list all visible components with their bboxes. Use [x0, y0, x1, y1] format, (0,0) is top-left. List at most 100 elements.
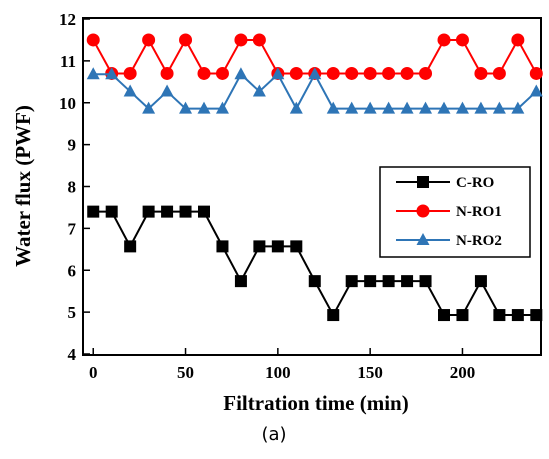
x-tick-label: 100 — [265, 363, 291, 382]
data-point-n-ro2 — [511, 101, 525, 114]
x-tick-label: 200 — [450, 363, 476, 382]
y-tick-label: 9 — [68, 136, 77, 155]
y-tick-label: 8 — [68, 178, 77, 197]
data-point-c-ro — [234, 275, 247, 288]
y-axis-title: Water flux (PWF) — [11, 105, 35, 267]
x-axis-title: Filtration time (min) — [223, 391, 408, 415]
data-point-n-ro1 — [363, 66, 377, 80]
data-point-c-ro — [124, 240, 137, 253]
data-point-c-ro — [419, 275, 432, 288]
data-point-n-ro2 — [419, 101, 433, 114]
data-point-n-ro2 — [160, 84, 174, 97]
data-point-n-ro2 — [474, 101, 488, 114]
data-point-c-ro — [87, 205, 100, 218]
data-point-n-ro2 — [179, 101, 193, 114]
data-point-c-ro — [290, 240, 303, 253]
data-point-n-ro2 — [289, 101, 303, 114]
legend: C-RO N-RO1 N-RO2 — [379, 166, 531, 258]
data-point-c-ro — [216, 240, 229, 253]
data-point-n-ro2 — [123, 84, 137, 97]
series-c-ro — [87, 205, 543, 322]
data-point-n-ro1 — [511, 33, 525, 47]
data-point-n-ro1 — [86, 33, 100, 47]
data-point-n-ro1 — [455, 33, 469, 47]
data-point-n-ro1 — [160, 66, 174, 80]
x-tick-label: 0 — [89, 363, 98, 382]
data-point-n-ro2 — [215, 101, 229, 114]
data-point-n-ro1 — [142, 33, 156, 47]
data-point-n-ro1 — [529, 66, 543, 80]
data-point-n-ro2 — [234, 67, 248, 80]
data-point-c-ro — [474, 275, 487, 288]
series-n-ro2 — [86, 67, 543, 114]
data-point-n-ro1 — [326, 66, 340, 80]
data-point-n-ro2 — [382, 101, 396, 114]
data-point-c-ro — [142, 205, 155, 218]
data-point-n-ro1 — [345, 66, 359, 80]
data-point-n-ro1 — [492, 66, 506, 80]
data-point-c-ro — [161, 205, 174, 218]
legend-label: N-RO1 — [456, 204, 502, 220]
data-point-n-ro1 — [234, 33, 248, 47]
data-point-n-ro2 — [308, 67, 322, 80]
y-axis-ticks: 4 5 6 7 8 9 10 11 12 — [59, 10, 90, 364]
legend-entry-n-ro1: N-RO1 — [396, 204, 502, 220]
data-point-n-ro1 — [197, 66, 211, 80]
data-point-n-ro1 — [123, 66, 137, 80]
data-point-c-ro — [327, 309, 340, 322]
data-point-n-ro2 — [142, 101, 156, 114]
data-point-c-ro — [401, 275, 414, 288]
legend-label: N-RO2 — [456, 233, 502, 249]
data-point-n-ro1 — [382, 66, 396, 80]
data-point-c-ro — [456, 309, 469, 322]
legend-entry-c-ro: C-RO — [396, 175, 494, 191]
data-point-n-ro1 — [289, 66, 303, 80]
data-point-c-ro — [364, 275, 377, 288]
data-point-n-ro1 — [215, 66, 229, 80]
data-point-c-ro — [253, 240, 266, 253]
data-point-c-ro — [345, 275, 358, 288]
data-point-n-ro2 — [492, 101, 506, 114]
legend-marker — [416, 204, 430, 218]
data-point-c-ro — [105, 205, 118, 218]
x-tick-label: 150 — [357, 363, 383, 382]
y-tick-label: 7 — [68, 219, 77, 238]
data-point-c-ro — [308, 275, 321, 288]
data-point-n-ro1 — [437, 33, 451, 47]
data-point-n-ro2 — [326, 101, 340, 114]
legend-label: C-RO — [456, 175, 494, 191]
y-tick-label: 10 — [59, 94, 76, 113]
data-point-n-ro2 — [252, 84, 266, 97]
data-point-n-ro1 — [400, 66, 414, 80]
y-tick-label: 11 — [60, 52, 76, 71]
data-point-n-ro2 — [437, 101, 451, 114]
data-point-c-ro — [511, 309, 524, 322]
data-point-n-ro2 — [86, 67, 100, 80]
figure-caption: (a) — [261, 424, 286, 445]
legend-marker — [416, 233, 430, 245]
data-point-c-ro — [198, 205, 210, 218]
data-point-n-ro1 — [179, 33, 193, 47]
data-point-c-ro — [179, 205, 192, 218]
data-point-n-ro2 — [197, 101, 211, 114]
x-axis-ticks: 0 50 100 150 200 — [89, 348, 475, 382]
data-point-n-ro2 — [400, 101, 414, 114]
y-tick-label: 5 — [68, 303, 77, 322]
series-layer — [86, 33, 543, 322]
data-point-c-ro — [530, 309, 543, 322]
data-point-n-ro2 — [363, 101, 377, 114]
data-point-n-ro2 — [105, 67, 119, 80]
data-point-n-ro1 — [419, 66, 433, 80]
data-point-c-ro — [271, 240, 284, 253]
data-point-n-ro2 — [455, 101, 469, 114]
legend-entry-n-ro2: N-RO2 — [396, 233, 502, 249]
y-tick-label: 4 — [68, 345, 77, 364]
data-point-c-ro — [382, 275, 395, 288]
data-point-c-ro — [438, 309, 450, 322]
data-point-c-ro — [493, 309, 506, 322]
data-point-n-ro2 — [271, 67, 285, 80]
y-tick-label: 12 — [59, 10, 76, 29]
data-point-n-ro2 — [529, 84, 543, 97]
x-tick-label: 50 — [177, 363, 194, 382]
